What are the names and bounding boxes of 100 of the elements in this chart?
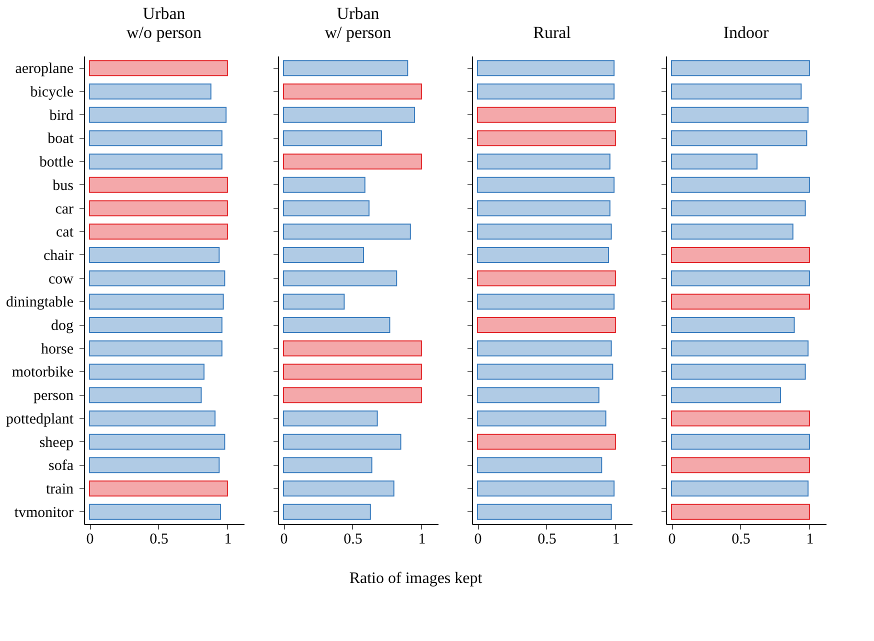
bar — [89, 84, 212, 100]
bar — [477, 270, 616, 286]
bar — [283, 434, 402, 450]
y-tick-label: tvmonitor — [14, 504, 74, 521]
bar — [477, 130, 616, 146]
bar — [283, 200, 370, 216]
bar — [477, 480, 615, 496]
y-tick-label: bus — [52, 178, 74, 194]
bar — [89, 224, 228, 240]
bar — [283, 294, 345, 310]
y-tick-label: motorbike — [12, 364, 74, 381]
bar — [477, 200, 610, 216]
bar — [477, 154, 610, 170]
bar — [89, 60, 228, 76]
bar — [283, 410, 378, 426]
bar — [477, 176, 615, 193]
bar — [671, 246, 810, 263]
bar — [283, 457, 372, 474]
bar — [89, 387, 202, 404]
chart-title: Rural — [533, 23, 572, 42]
y-tick-label: boat — [48, 131, 74, 148]
x-tick-label: 1 — [612, 532, 620, 548]
bar — [671, 317, 795, 334]
bar — [283, 176, 366, 193]
bar — [477, 317, 616, 334]
y-tick-label: horse — [41, 341, 74, 358]
bar — [283, 84, 422, 100]
y-tick-label: person — [34, 388, 74, 404]
y-tick-label: bottle — [39, 154, 74, 171]
bar — [671, 504, 810, 520]
bar — [89, 130, 222, 146]
bar — [477, 224, 612, 240]
bar — [283, 224, 411, 240]
bar — [89, 480, 228, 496]
x-tick-label: 0 — [668, 532, 676, 548]
y-tick-label: train — [46, 482, 74, 498]
y-tick-label: sheep — [39, 434, 74, 451]
bar — [477, 504, 612, 520]
bar — [671, 364, 806, 380]
bar — [283, 60, 408, 76]
bar — [671, 154, 758, 170]
bar — [477, 340, 612, 356]
bar — [283, 154, 422, 170]
bar — [283, 270, 398, 286]
bar — [671, 270, 810, 286]
y-tick-label: dog — [51, 318, 74, 334]
bar — [283, 364, 422, 380]
bar — [671, 387, 781, 404]
x-tick-label: 0 — [280, 532, 288, 548]
bar — [89, 434, 226, 450]
x-tick-label: 1 — [224, 532, 232, 548]
bar — [477, 246, 610, 263]
bar — [89, 504, 222, 520]
x-tick-label: 0.5 — [344, 532, 362, 548]
bar — [283, 504, 371, 520]
bar — [477, 84, 615, 100]
x-tick-label: 1 — [806, 532, 814, 548]
text: Ratio of images kept — [349, 570, 483, 587]
bar — [89, 340, 222, 356]
bar — [89, 457, 220, 474]
bar — [283, 317, 390, 334]
bar — [89, 270, 226, 286]
bar — [477, 294, 615, 310]
bar — [671, 340, 809, 356]
y-tick-label: chair — [44, 248, 74, 264]
y-tick-label: aeroplane — [15, 61, 74, 78]
bar — [477, 106, 616, 123]
bar — [89, 106, 227, 123]
bar — [671, 457, 810, 474]
chart-title: Indoor — [723, 23, 769, 42]
bar — [89, 410, 216, 426]
bar — [671, 84, 802, 100]
bar — [671, 106, 809, 123]
x-tick-label: 0.5 — [150, 532, 168, 548]
bar — [89, 246, 220, 263]
bar — [283, 387, 422, 404]
y-tick-label: cow — [48, 271, 74, 288]
bar — [477, 364, 614, 380]
bar — [477, 457, 602, 474]
bar — [671, 60, 810, 76]
y-tick-label: diningtable — [6, 294, 74, 311]
x-tick-label: 1 — [418, 532, 426, 548]
bar — [671, 294, 810, 310]
bar — [477, 434, 616, 450]
bar — [671, 176, 810, 193]
bar — [283, 130, 382, 146]
chart-title: Urban w/o person — [126, 4, 202, 42]
bar — [477, 387, 600, 404]
y-tick-label: bird — [49, 108, 74, 124]
y-tick-label: cat — [56, 224, 74, 241]
bar — [671, 224, 794, 240]
chart-title: Urban w/ person — [324, 4, 392, 42]
x-tick-label: 0 — [474, 532, 482, 548]
bar — [89, 294, 224, 310]
bar — [89, 364, 204, 380]
bar — [89, 154, 222, 170]
bar — [283, 246, 364, 263]
x-tick-label: 0 — [86, 532, 94, 548]
y-tick-label: pottedplant — [6, 411, 74, 428]
bar — [477, 60, 615, 76]
